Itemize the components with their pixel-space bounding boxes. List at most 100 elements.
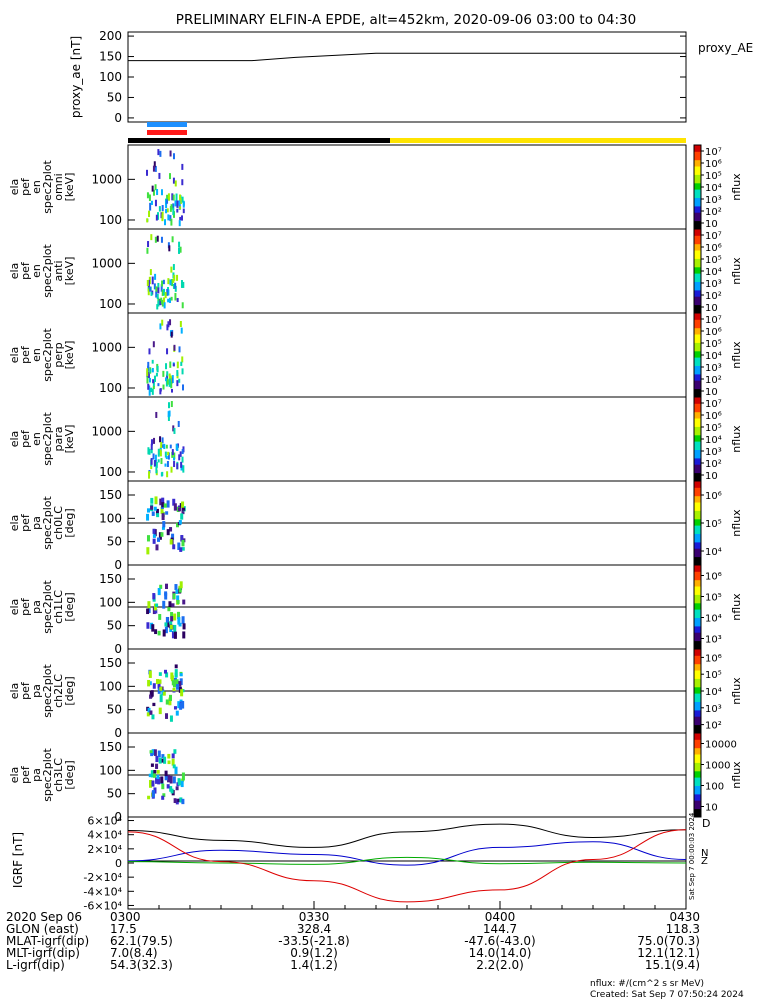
colorbar-segment bbox=[694, 287, 701, 291]
ylabel-line: pef bbox=[19, 765, 32, 784]
colorbar-segment bbox=[694, 243, 701, 247]
spectrogram-cell bbox=[147, 279, 150, 288]
spectrogram-cell bbox=[169, 361, 172, 368]
annotation-value: 12.1(12.1) bbox=[637, 946, 700, 960]
colorbar-segment bbox=[694, 464, 701, 467]
colorbar-segment bbox=[694, 737, 701, 740]
spectrogram-cell bbox=[150, 443, 153, 450]
spectrogram-cell bbox=[154, 184, 157, 191]
spectrogram-cell bbox=[148, 779, 152, 788]
spectrogram-cell bbox=[166, 784, 170, 789]
ylabel-line: spec2plot bbox=[41, 580, 54, 634]
colorbar-segment bbox=[694, 254, 701, 257]
colorbar-segment bbox=[694, 216, 701, 219]
colorbar-segment bbox=[694, 411, 701, 415]
spectrogram-cell bbox=[147, 679, 151, 687]
tick-label: 150 bbox=[99, 488, 122, 502]
ylabel-line: pa bbox=[30, 600, 43, 614]
ylabel-line: spec2plot bbox=[41, 328, 54, 382]
spectrogram-cell bbox=[170, 204, 173, 210]
spectrogram-cell bbox=[146, 508, 150, 513]
spectrogram-cell bbox=[177, 611, 181, 620]
colorbar-segment bbox=[694, 506, 701, 509]
spectrogram-cell bbox=[150, 497, 154, 504]
colorbar-segment bbox=[694, 701, 701, 705]
spectrogram-cell bbox=[172, 279, 175, 283]
colorbar-segment bbox=[694, 283, 701, 287]
spectrogram-cell bbox=[163, 503, 167, 508]
colorbar-segment bbox=[694, 796, 701, 799]
igrf-series-bz bbox=[127, 829, 687, 903]
colorbar-segment bbox=[694, 800, 701, 803]
colorbar-segment bbox=[694, 457, 701, 461]
ylabel-line: [deg] bbox=[63, 760, 76, 789]
colorbar-segment bbox=[694, 798, 701, 801]
colorbar-segment bbox=[694, 220, 701, 224]
spectrogram-cell bbox=[164, 219, 167, 226]
colorbar-segment bbox=[694, 804, 701, 807]
spectrogram-cell bbox=[151, 185, 154, 192]
colorbar-segment bbox=[694, 659, 701, 663]
colorbar-segment bbox=[694, 493, 701, 497]
colorbar-label: nflux bbox=[730, 761, 743, 789]
spectrogram-cell bbox=[152, 341, 155, 348]
spectrogram-cell bbox=[175, 786, 179, 791]
spectrogram-cell bbox=[178, 622, 182, 627]
colorbar-label: nflux bbox=[730, 173, 743, 201]
spectrogram-cell bbox=[171, 758, 175, 766]
tick-label: 1000 bbox=[91, 172, 122, 186]
spectrogram-cell bbox=[160, 297, 163, 305]
colorbar-tick-label: 10⁴ bbox=[705, 435, 722, 446]
colorbar-segment bbox=[694, 235, 701, 238]
colorbar-segment bbox=[694, 762, 701, 765]
spectrogram-cell bbox=[166, 288, 169, 296]
colorbar-segment bbox=[694, 184, 701, 188]
ylabel-line: ela bbox=[8, 347, 21, 364]
spectrogram-cell bbox=[173, 461, 176, 468]
spectrogram-cell bbox=[159, 436, 162, 443]
spectrogram-cell bbox=[160, 758, 164, 763]
spectrogram-cell bbox=[170, 788, 174, 794]
spectrogram-cell bbox=[168, 173, 171, 180]
spectrogram-cell bbox=[155, 466, 158, 474]
ylabel-line: [keV] bbox=[63, 173, 76, 202]
spectrogram-cell bbox=[181, 798, 185, 805]
annotation-row-label: MLT-igrf(dip) bbox=[6, 946, 80, 960]
spectrogram-cell bbox=[154, 165, 157, 172]
ylabel-line: ela bbox=[8, 431, 21, 448]
spectrogram-cell bbox=[165, 377, 168, 382]
spectrogram-cell bbox=[182, 507, 186, 511]
ylabel-line: anti bbox=[52, 260, 65, 281]
spectrogram-cell bbox=[170, 672, 174, 680]
colorbar-segment bbox=[694, 145, 701, 148]
spectrogram-cell bbox=[179, 320, 182, 327]
colorbar-segment bbox=[694, 518, 701, 522]
colorbar-tick-label: 10⁵ bbox=[705, 593, 722, 604]
colorbar-segment bbox=[694, 523, 701, 526]
chart-title: PRELIMINARY ELFIN-A EPDE, alt=452km, 202… bbox=[176, 12, 636, 28]
colorbar-segment bbox=[694, 581, 701, 585]
igrf-side-stamp: Sat Sep 7 00:00:03 2024 bbox=[688, 812, 696, 900]
tick-label: 100 bbox=[99, 679, 122, 693]
spectrogram-cell bbox=[152, 379, 155, 384]
colorbar-segment bbox=[694, 294, 701, 297]
colorbar-segment bbox=[694, 481, 701, 484]
colorbar-segment bbox=[694, 533, 701, 537]
annotation-row-label: 2020 Sep 06 bbox=[6, 910, 82, 924]
spectrogram-cell bbox=[172, 776, 176, 784]
spectrogram-cell bbox=[173, 613, 177, 621]
colorbar-segment bbox=[694, 415, 701, 419]
ylabel-line: [keV] bbox=[63, 425, 76, 454]
spectrogram-cell bbox=[154, 460, 157, 467]
colorbar-segment bbox=[694, 407, 701, 411]
spectrogram-cell bbox=[157, 630, 161, 636]
colorbar-segment bbox=[694, 208, 701, 211]
colorbar-segment bbox=[694, 245, 701, 249]
spectrogram-cell bbox=[176, 298, 179, 303]
colorbar-segment bbox=[694, 413, 701, 417]
spectrogram-cell bbox=[154, 496, 158, 505]
spectrogram-cell bbox=[172, 593, 176, 600]
spectrogram-cell bbox=[172, 764, 176, 769]
spectrogram-cell bbox=[148, 387, 151, 396]
